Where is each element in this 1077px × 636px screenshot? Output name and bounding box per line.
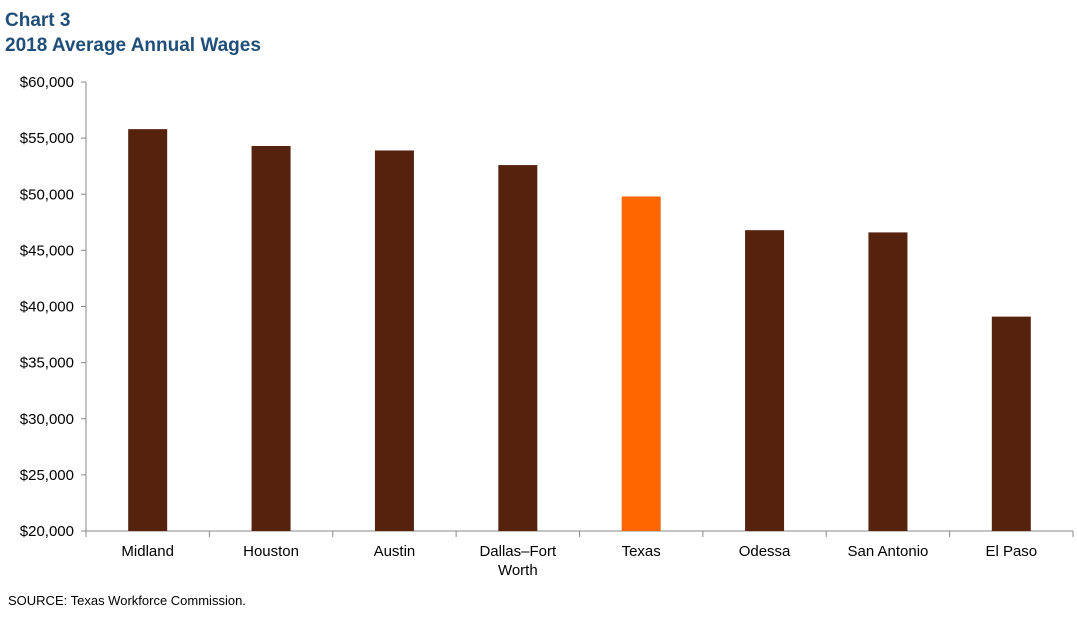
bar — [128, 129, 168, 531]
bar — [621, 196, 661, 531]
source-note: SOURCE: Texas Workforce Commission. — [8, 593, 246, 608]
x-tick-label: Dallas–Fort — [479, 543, 557, 560]
y-tick-label: $40,000 — [20, 299, 74, 316]
bar — [498, 165, 538, 531]
bar — [991, 316, 1031, 531]
y-tick-label: $25,000 — [20, 467, 74, 484]
bar — [374, 150, 414, 531]
chart-number: Chart 3 — [5, 10, 71, 31]
x-tick-label: El Paso — [985, 543, 1037, 560]
bar-chart: $20,000 $25,000 $30,000 $35,000 $40,000 $45,0… — [20, 74, 1074, 579]
y-tick-label: $55,000 — [20, 130, 74, 147]
chart-title: 2018 Average Annual Wages — [5, 35, 261, 56]
bar — [745, 230, 785, 532]
y-tick-label: $60,000 — [20, 74, 74, 91]
x-tick-label: Worth — [498, 562, 538, 579]
x-tick-label: San Antonio — [847, 543, 928, 560]
y-tick-label: $30,000 — [20, 411, 74, 428]
y-tick-label: $20,000 — [20, 523, 74, 540]
chart-header: Chart 3 2018 Average Annual Wages — [5, 8, 261, 58]
y-tick-label: $50,000 — [20, 186, 74, 203]
y-tick-label: $35,000 — [20, 355, 74, 372]
x-tick-label: Houston — [243, 543, 299, 560]
x-tick-label: Texas — [622, 543, 661, 560]
bar — [868, 232, 908, 532]
bar — [251, 145, 291, 532]
x-tick-label: Austin — [374, 543, 416, 560]
y-tick-label: $45,000 — [20, 242, 74, 259]
x-tick-label: Midland — [121, 543, 174, 560]
x-tick-label: Odessa — [739, 543, 791, 560]
